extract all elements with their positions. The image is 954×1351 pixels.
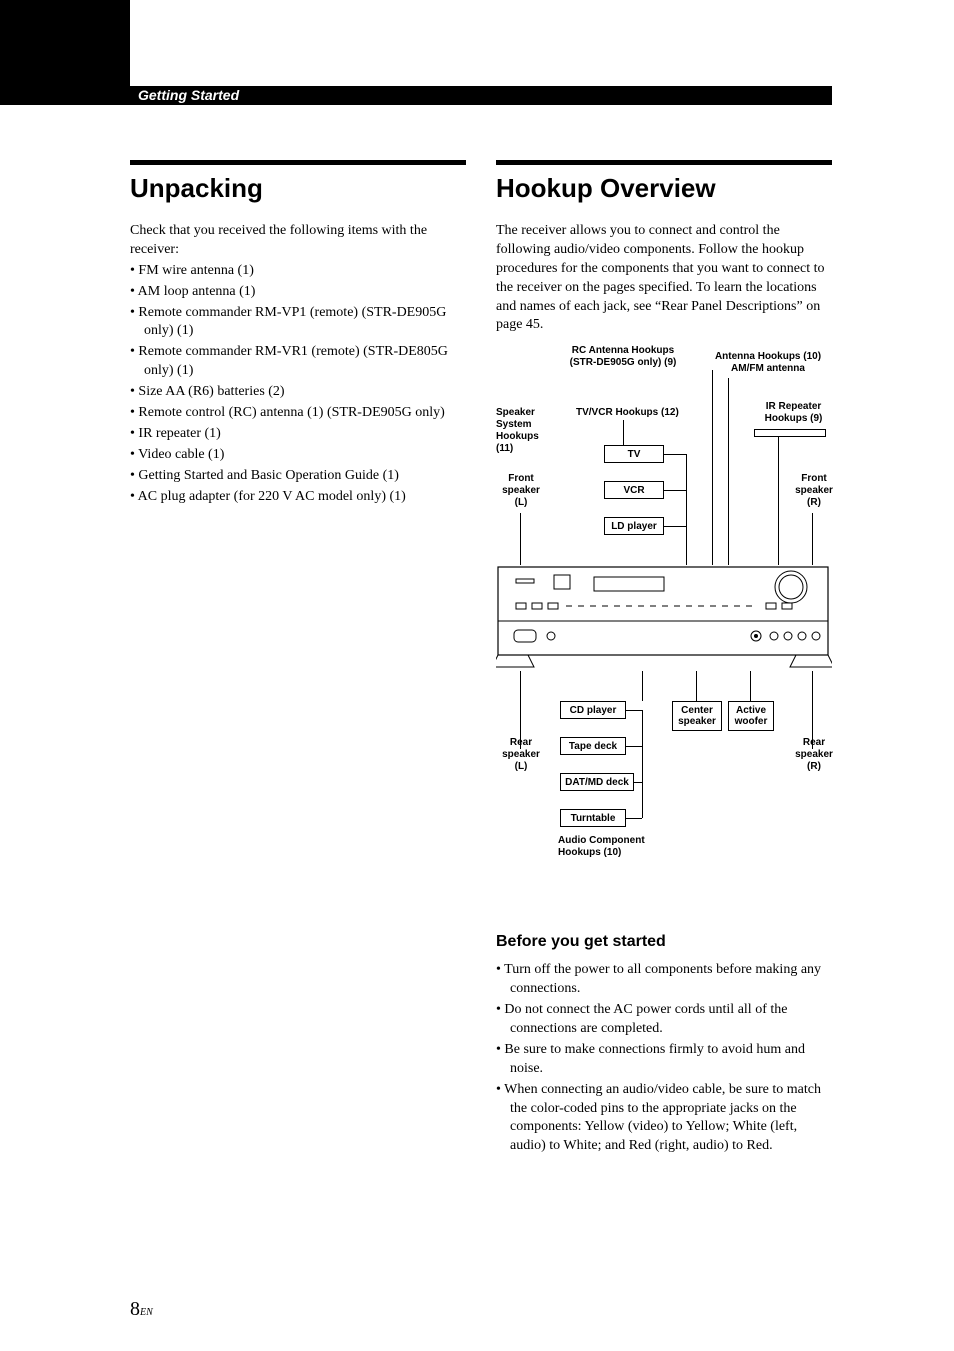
page-number: 8EN [130, 1298, 153, 1321]
label-text: (R) [807, 761, 821, 772]
rear-speaker-r-label: Rear speaker (R) [792, 737, 836, 773]
list-item: Turn off the power to all components bef… [496, 961, 832, 999]
unpacking-list: FM wire antenna (1) AM loop antenna (1) … [130, 262, 466, 507]
hookup-intro: The receiver allows you to connect and c… [496, 222, 832, 335]
connector-line [642, 671, 643, 701]
list-item: Remote control (RC) antenna (1) (STR-DE9… [130, 404, 466, 423]
label-text: Rear [803, 737, 825, 748]
connector-line [626, 710, 642, 711]
connector-line [778, 437, 779, 565]
connector-line [520, 513, 521, 565]
audio-component-label: Audio Component Hookups (10) [558, 835, 678, 859]
label-text: Hookups (10) [558, 847, 621, 858]
page: Getting Started Unpacking Check that you… [0, 0, 954, 1351]
label-text: Hookups (11) [496, 431, 539, 454]
label-text: Front [508, 473, 534, 484]
vcr-box: VCR [604, 481, 664, 499]
receiver-icon [496, 565, 832, 670]
turntable-box: Turntable [560, 809, 626, 827]
label-text: Hookups (9) [765, 413, 823, 424]
dat-box: DAT/MD deck [560, 773, 634, 791]
list-item: Video cable (1) [130, 446, 466, 465]
tv-box: TV [604, 445, 664, 463]
active-box: Active woofer [728, 701, 774, 731]
unpacking-heading: Unpacking [130, 173, 466, 204]
unpacking-intro: Check that you received the following it… [130, 222, 466, 260]
tape-box: Tape deck [560, 737, 626, 755]
section-banner: Getting Started [130, 86, 832, 105]
label-text: System [496, 419, 532, 430]
heading-rule [496, 160, 832, 165]
top-black-block [0, 0, 130, 105]
connector-line [696, 671, 697, 701]
left-column: Unpacking Check that you received the fo… [130, 160, 466, 1158]
label-text: Front [801, 473, 827, 484]
list-item: Size AA (R6) batteries (2) [130, 383, 466, 402]
hookup-diagram: RC Antenna Hookups (STR-DE905G only) (9)… [496, 345, 832, 905]
front-speaker-l-label: Front speaker (L) [496, 473, 546, 509]
connector-line [812, 513, 813, 565]
connector-line [642, 710, 643, 818]
connector-line [664, 526, 686, 527]
list-item: Do not connect the AC power cords until … [496, 1001, 832, 1039]
list-item: Remote commander RM-VP1 (remote) (STR-DE… [130, 304, 466, 342]
label-text: (R) [807, 497, 821, 508]
list-item: When connecting an audio/video cable, be… [496, 1081, 832, 1157]
label-text: Audio Component [558, 835, 645, 846]
label-text: (L) [515, 761, 528, 772]
label-text: RC Antenna Hookups [572, 345, 674, 356]
label-text: (STR-DE905G only) (9) [570, 357, 677, 368]
label-text: speaker [795, 749, 833, 760]
connector-line [626, 746, 642, 747]
hookup-heading: Hookup Overview [496, 173, 832, 204]
speaker-system-label: Speaker System Hookups (11) [496, 407, 556, 455]
list-item: FM wire antenna (1) [130, 262, 466, 281]
ir-repeater-bar [754, 429, 826, 437]
label-text: (L) [515, 497, 528, 508]
front-speaker-r-label: Front speaker (R) [792, 473, 836, 509]
ld-box: LD player [604, 517, 664, 535]
list-item: Be sure to make connections firmly to av… [496, 1041, 832, 1079]
rear-speaker-l-label: Rear speaker (L) [496, 737, 546, 773]
list-item: IR repeater (1) [130, 425, 466, 444]
ir-repeater-label: IR Repeater Hookups (9) [756, 401, 831, 425]
connector-line [626, 818, 642, 819]
antenna-label: Antenna Hookups (10) AM/FM antenna [708, 351, 828, 375]
label-text: speaker [795, 485, 833, 496]
right-column: Hookup Overview The receiver allows you … [496, 160, 832, 1158]
heading-rule [130, 160, 466, 165]
label-text: speaker [502, 485, 540, 496]
content-columns: Unpacking Check that you received the fo… [130, 160, 832, 1158]
before-list: Turn off the power to all components bef… [496, 961, 832, 1156]
connector-line [750, 671, 751, 701]
label-text: speaker [502, 749, 540, 760]
list-item: Getting Started and Basic Operation Guid… [130, 467, 466, 486]
rc-antenna-label: RC Antenna Hookups (STR-DE905G only) (9) [558, 345, 688, 369]
page-lang: EN [140, 1307, 153, 1318]
cd-box: CD player [560, 701, 626, 719]
center-box: Center speaker [672, 701, 722, 731]
list-item: AC plug adapter (for 220 V AC model only… [130, 488, 466, 507]
tvvcr-label: TV/VCR Hookups (12) [576, 407, 679, 419]
connector-line [623, 420, 624, 445]
before-heading: Before you get started [496, 933, 832, 951]
connector-line [712, 370, 713, 565]
list-item: AM loop antenna (1) [130, 283, 466, 302]
list-item: Remote commander RM-VR1 (remote) (STR-DE… [130, 343, 466, 381]
connector-line [728, 378, 729, 565]
page-number-value: 8 [130, 1298, 140, 1320]
label-text: Speaker [496, 407, 535, 418]
label-text: IR Repeater [766, 401, 822, 412]
connector-line [686, 454, 687, 565]
label-text: Antenna Hookups (10) [715, 351, 821, 362]
connector-line [664, 490, 686, 491]
connector-line [664, 454, 686, 455]
label-text: Rear [510, 737, 532, 748]
label-text: AM/FM antenna [731, 363, 805, 374]
